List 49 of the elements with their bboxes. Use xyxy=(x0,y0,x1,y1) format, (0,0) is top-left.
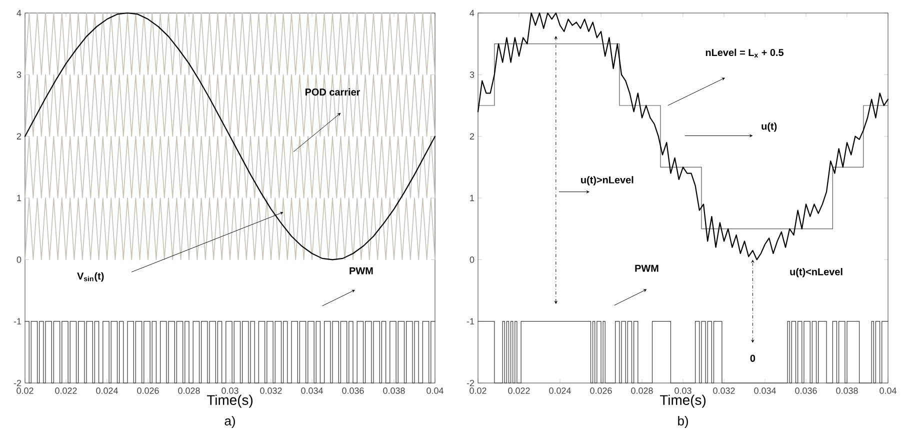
y-tick-label: 0 xyxy=(470,256,474,263)
y-tick-label: 0 xyxy=(16,256,22,263)
x-tick-label: 0.03 xyxy=(674,388,692,394)
x-tick-label: 0.034 xyxy=(754,388,776,394)
x-tick-label: 0.022 xyxy=(55,388,77,394)
x-tick-label: 0.04 xyxy=(880,388,896,394)
x-tick-label: 0.036 xyxy=(342,388,364,394)
x-tick-label: 0.026 xyxy=(137,388,159,394)
x-tick-label: 0.038 xyxy=(383,388,405,394)
x-axis-title: Time(s) xyxy=(660,394,706,408)
y-tick-label: 1 xyxy=(470,194,474,202)
x-tick-label: 0.02 xyxy=(16,388,34,394)
text: a) xyxy=(224,416,235,428)
x-axis-title: Time(s) xyxy=(206,394,253,408)
y-tick-label: -1 xyxy=(14,318,22,324)
x-tick-label: 0.026 xyxy=(590,388,612,394)
x-tick-label: 0.036 xyxy=(795,388,817,394)
x-tick-label: 0.024 xyxy=(96,388,118,394)
annotation: V$_{sin}$(t) xyxy=(77,272,104,282)
y-tick-label: -2 xyxy=(14,380,22,386)
x-tick-label: 0.022 xyxy=(508,388,530,394)
x-tick-label: 0.03 xyxy=(222,388,238,394)
y-tick-label: 1 xyxy=(17,194,22,202)
x-tick-label: 0.034 xyxy=(301,388,323,394)
x-tick-label: 0.02 xyxy=(470,388,486,394)
annotation: PWM xyxy=(350,267,373,274)
y-tick-label: 4 xyxy=(470,10,474,16)
annotation: PWM xyxy=(635,264,658,272)
y-tick-label: 4 xyxy=(16,10,22,16)
y-tick-label: -2 xyxy=(466,380,474,386)
x-tick-label: 0.028 xyxy=(631,388,653,394)
annotation: u(t)>nLevel xyxy=(581,176,634,186)
y-tick-label: 2 xyxy=(470,133,474,140)
y-tick-label: 3 xyxy=(16,71,22,78)
annotation: nLevel = L$_{x}$ + 0.5 xyxy=(706,48,784,58)
y-tick-label: 3 xyxy=(470,71,474,78)
x-tick-label: 0.032 xyxy=(260,388,282,394)
text: b) xyxy=(678,416,688,428)
x-tick-label: 0.028 xyxy=(178,388,200,394)
x-tick-label: 0.04 xyxy=(426,388,444,394)
x-tick-label: 0.024 xyxy=(549,388,571,394)
x-tick-label: 0.032 xyxy=(713,388,735,394)
annotation: POD carrier xyxy=(305,88,360,96)
annotation: u(t)<nLevel xyxy=(790,268,842,278)
y-tick-label: 2 xyxy=(16,133,22,140)
annotation: 0 xyxy=(750,354,756,362)
y-tick-label: -1 xyxy=(466,318,474,324)
annotation: u(t) xyxy=(762,122,777,132)
x-tick-label: 0.038 xyxy=(836,388,858,394)
